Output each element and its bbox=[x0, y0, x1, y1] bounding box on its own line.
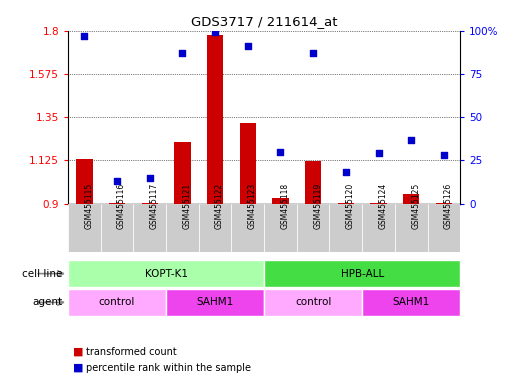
Bar bbox=[68, 260, 264, 287]
Bar bbox=[100, 204, 133, 252]
Bar bbox=[240, 123, 256, 204]
Bar bbox=[264, 289, 362, 316]
Point bbox=[211, 30, 219, 36]
Bar bbox=[305, 161, 321, 204]
Point bbox=[276, 149, 285, 155]
Bar bbox=[231, 204, 264, 252]
Point bbox=[309, 50, 317, 56]
Bar bbox=[264, 260, 460, 287]
Point bbox=[244, 43, 252, 50]
Point bbox=[145, 174, 154, 180]
Bar bbox=[338, 203, 354, 204]
Text: percentile rank within the sample: percentile rank within the sample bbox=[86, 362, 251, 373]
Bar bbox=[207, 35, 223, 204]
Bar bbox=[68, 204, 100, 252]
Text: transformed count: transformed count bbox=[86, 347, 177, 357]
Point bbox=[178, 50, 187, 56]
Bar bbox=[133, 204, 166, 252]
Text: GSM455120: GSM455120 bbox=[346, 183, 355, 229]
Point bbox=[374, 150, 383, 157]
Text: KOPT-K1: KOPT-K1 bbox=[144, 268, 188, 279]
Text: agent: agent bbox=[32, 297, 63, 308]
Point bbox=[407, 136, 415, 142]
Bar bbox=[370, 203, 386, 204]
Point bbox=[342, 169, 350, 175]
Bar bbox=[76, 159, 93, 204]
Text: GSM455119: GSM455119 bbox=[313, 183, 322, 229]
Text: ■: ■ bbox=[73, 362, 84, 373]
Bar bbox=[395, 204, 428, 252]
Text: control: control bbox=[99, 297, 135, 308]
Text: GSM455115: GSM455115 bbox=[84, 183, 93, 229]
Text: GSM455125: GSM455125 bbox=[411, 183, 420, 229]
Point bbox=[440, 152, 448, 158]
Bar bbox=[264, 204, 297, 252]
Bar bbox=[142, 203, 158, 204]
Title: GDS3717 / 211614_at: GDS3717 / 211614_at bbox=[191, 15, 337, 28]
Text: ■: ■ bbox=[73, 347, 84, 357]
Bar bbox=[362, 289, 460, 316]
Text: GSM455122: GSM455122 bbox=[215, 183, 224, 229]
Text: cell line: cell line bbox=[22, 268, 63, 279]
Bar bbox=[68, 289, 166, 316]
Text: GSM455123: GSM455123 bbox=[248, 183, 257, 229]
Bar bbox=[199, 204, 231, 252]
Bar bbox=[329, 204, 362, 252]
Text: SAHM1: SAHM1 bbox=[197, 297, 234, 308]
Text: SAHM1: SAHM1 bbox=[393, 297, 430, 308]
Bar bbox=[166, 289, 264, 316]
Point bbox=[113, 178, 121, 184]
Text: GSM455116: GSM455116 bbox=[117, 183, 126, 229]
Text: GSM455121: GSM455121 bbox=[183, 183, 191, 229]
Bar bbox=[362, 204, 395, 252]
Bar bbox=[297, 204, 329, 252]
Bar bbox=[166, 204, 199, 252]
Text: control: control bbox=[295, 297, 332, 308]
Bar bbox=[403, 194, 419, 204]
Bar bbox=[436, 203, 452, 204]
Bar bbox=[428, 204, 460, 252]
Text: GSM455126: GSM455126 bbox=[444, 183, 453, 229]
Bar bbox=[109, 203, 125, 204]
Text: GSM455124: GSM455124 bbox=[379, 183, 388, 229]
Bar bbox=[272, 198, 289, 204]
Bar bbox=[174, 142, 190, 204]
Text: GSM455118: GSM455118 bbox=[280, 183, 289, 229]
Text: GSM455117: GSM455117 bbox=[150, 183, 158, 229]
Text: HPB-ALL: HPB-ALL bbox=[340, 268, 384, 279]
Point bbox=[80, 33, 88, 39]
